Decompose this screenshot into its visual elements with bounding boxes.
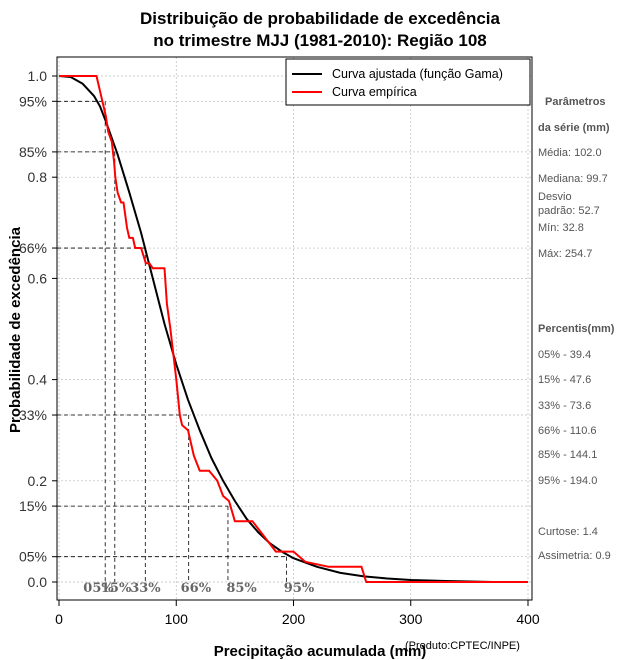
y-axis: 0.0 05% 15% 0.2 33% 0.4 0.6 66% 0.8 85% 95% 1.0 [19,68,57,590]
y-tick-label: 0.6 [28,270,48,286]
percentile-bottom-label: 95% [284,581,315,596]
percentile-bottom-label: 05% [83,581,114,596]
params-heading-2: da série (mm) [538,122,610,134]
stat-desvio-1: Desvio [538,191,572,203]
stat-p85: 85% - 144.1 [538,449,598,461]
legend-label: Curva ajustada (função Gama) [332,67,503,81]
stat-p15: 15% - 47.6 [538,374,592,386]
x-axis-title: Precipitação acumulada (mm) [213,643,427,660]
y-tick-label: 0.4 [28,372,48,388]
percentis-heading: Percentis(mm) [538,323,615,335]
x-tick-label: 100 [165,611,189,627]
percentile-bottom-labels: 05%15%33% 66% 85% 95% [83,581,315,596]
legend-box [285,58,531,106]
stat-p05: 05% - 39.4 [538,349,592,361]
credit-text: (Produto:CPTEC/INPE) [405,640,520,652]
stat-media: Média: 102.0 [538,147,602,159]
percentile-guides [57,100,287,582]
y-tick-label: 1.0 [28,68,48,84]
curves [58,75,528,583]
stat-max: Máx: 254.7 [538,248,593,260]
y-tick-label: 0.0 [28,574,48,590]
params-heading-1: Parâmetros [545,96,606,108]
plot-frame [56,56,533,601]
grid-lines [57,57,532,600]
stat-p66: 66% - 110.6 [538,425,597,437]
y-tick-label: 85% [19,144,47,160]
stat-desvio-2: padrão: 52.7 [538,205,600,217]
stat-mediana: Mediana: 99.7 [538,173,608,185]
y-tick-label: 15% [19,498,47,514]
y-tick-label: 33% [19,407,47,423]
empirical-curve-line [59,75,528,583]
x-axis: 0 100 200 300 400 [55,600,540,627]
fitted-curve-line [58,75,493,583]
y-tick-label: 0.2 [28,473,48,489]
stat-p95: 95% - 194.0 [538,475,598,487]
percentile-bottom-label: 85% [226,581,257,596]
y-tick-label: 66% [19,240,47,256]
x-tick-label: 300 [399,611,423,627]
x-tick-label: 200 [282,611,306,627]
y-tick-label: 05% [19,549,47,565]
stat-min: Mín: 32.8 [538,222,584,234]
y-axis-title: Probabilidade de excedência [7,227,24,433]
stat-assimetria: Assimetria: 0.9 [538,550,611,562]
percentile-bottom-label: 15% [101,581,132,596]
legend-label: Curva empírica [332,85,417,99]
y-tick-label: 95% [19,93,47,109]
x-tick-label: 0 [55,611,63,627]
chart-title: Distribuição de probabilidade de excedên… [140,9,500,28]
stat-curtose: Curtose: 1.4 [538,526,598,538]
chart-subtitle: no trimestre MJJ (1981-2010): Região 108 [153,31,487,50]
x-tick-label: 400 [516,611,540,627]
percentile-bottom-label: 66% [181,581,212,596]
y-tick-label: 0.8 [28,169,48,185]
legend: Curva ajustada (função Gama) Curva empíri… [285,58,531,106]
stat-p33: 33% - 73.6 [538,400,592,412]
percentile-bottom-label: 33% [130,581,161,596]
